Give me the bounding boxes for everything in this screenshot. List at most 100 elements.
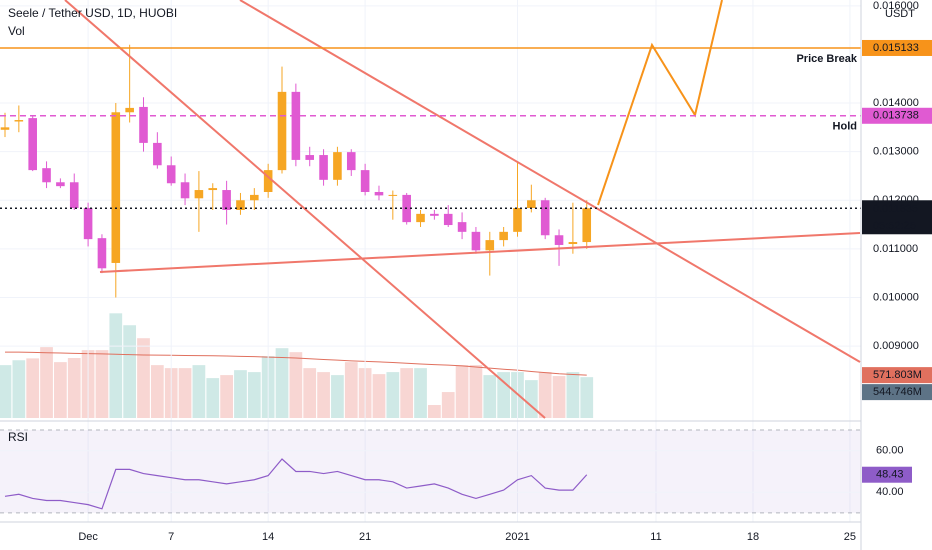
volume-bar bbox=[580, 377, 594, 418]
y-tick-label: 0.011000 bbox=[873, 243, 918, 255]
candle-body bbox=[97, 238, 107, 269]
volume-title: Vol bbox=[8, 24, 25, 38]
rsi-tag bbox=[862, 466, 912, 483]
volume-layer bbox=[0, 313, 594, 418]
volume-bar bbox=[12, 360, 26, 418]
y-tick-label: 0.010000 bbox=[873, 291, 919, 303]
countdown: 05:52:25 bbox=[873, 220, 916, 232]
candle-body bbox=[527, 200, 536, 209]
volume-bar bbox=[317, 372, 330, 418]
level-tag bbox=[862, 39, 932, 56]
x-tick-label: 2021 bbox=[505, 531, 529, 543]
volume-bar bbox=[566, 372, 580, 418]
volume-ma-tag bbox=[862, 367, 932, 384]
chart-title: Seele / Tether USD, 1D, HUOBI bbox=[8, 6, 177, 20]
volume-bar bbox=[220, 375, 233, 418]
volume-bar bbox=[552, 376, 566, 418]
y-tick-label: 0.016000 bbox=[873, 0, 919, 12]
x-tick-label: 18 bbox=[747, 531, 759, 543]
price-axis bbox=[861, 0, 932, 550]
volume-bar bbox=[414, 368, 427, 418]
candle-body bbox=[540, 200, 550, 236]
candle-body bbox=[499, 231, 508, 241]
volume-bar bbox=[372, 374, 386, 418]
volume-bar bbox=[441, 392, 455, 418]
candle-body bbox=[236, 200, 245, 210]
volume-bar bbox=[303, 368, 317, 418]
candle-body bbox=[83, 208, 93, 240]
volume-ma-value: 571.803M bbox=[873, 369, 922, 381]
volume-bar bbox=[275, 348, 289, 418]
candle-body bbox=[166, 165, 176, 184]
volume-bar bbox=[483, 375, 497, 418]
candle-body bbox=[208, 188, 218, 191]
projection-path bbox=[597, 0, 723, 206]
rsi-line bbox=[4, 458, 588, 510]
y-tick-label: 0.009000 bbox=[873, 340, 919, 352]
volume-bar bbox=[206, 378, 220, 418]
candle-body bbox=[153, 142, 162, 166]
rsi-value: 48.43 bbox=[876, 469, 904, 481]
candle-body bbox=[69, 182, 79, 209]
candle-body bbox=[28, 118, 37, 171]
support-line bbox=[99, 232, 861, 273]
candle-body bbox=[568, 242, 578, 244]
candle-body bbox=[443, 213, 453, 226]
candle-body bbox=[416, 213, 425, 223]
candle-body bbox=[139, 106, 148, 143]
x-tick-label: 14 bbox=[262, 531, 274, 543]
candle-body bbox=[388, 194, 398, 196]
candle-body bbox=[582, 208, 592, 243]
volume-bar bbox=[524, 380, 538, 418]
candle-body bbox=[291, 91, 301, 160]
rsi-tick-label: 40.00 bbox=[876, 486, 904, 498]
candle-body bbox=[346, 152, 356, 171]
candle-body bbox=[471, 231, 481, 251]
volume-bar bbox=[40, 347, 53, 418]
x-tick-label: 7 bbox=[168, 531, 174, 543]
candle-body bbox=[430, 213, 439, 216]
candle-body bbox=[0, 127, 10, 130]
volume-bar bbox=[400, 368, 414, 418]
candle-body bbox=[333, 152, 342, 180]
volume-bar bbox=[26, 358, 40, 418]
volume-bar bbox=[289, 352, 303, 418]
volume-bar bbox=[123, 325, 137, 418]
volume-bar bbox=[178, 368, 192, 418]
y-tick-label: 0.013000 bbox=[873, 146, 919, 158]
volume-bar bbox=[0, 365, 12, 418]
x-tick-label: 25 bbox=[844, 531, 856, 543]
level-layer: Price Break Hold bbox=[0, 47, 861, 210]
candle-body bbox=[360, 170, 370, 192]
trend-line bbox=[239, 0, 861, 363]
rsi-layer bbox=[0, 429, 861, 514]
candle-body bbox=[374, 191, 384, 196]
candle-body bbox=[485, 240, 495, 251]
volume-bar bbox=[538, 372, 552, 418]
last-price-tag bbox=[862, 200, 932, 235]
x-tick-label: 11 bbox=[650, 531, 661, 543]
candle-body bbox=[125, 107, 134, 113]
candle-body bbox=[263, 170, 273, 192]
axis-layer: 0.0090000.0100000.0110000.0120000.013000… bbox=[78, 0, 932, 543]
level-value: 0.015133 bbox=[873, 42, 919, 54]
candle-body bbox=[305, 155, 315, 160]
volume-bar bbox=[109, 313, 123, 418]
x-tick-label: Dec bbox=[78, 531, 98, 543]
volume-bar bbox=[137, 338, 150, 418]
rsi-tick-label: 60.00 bbox=[876, 445, 904, 457]
volume-bar bbox=[234, 370, 247, 418]
volume-bar bbox=[67, 358, 81, 418]
volume-bar bbox=[455, 365, 469, 418]
level-name: Hold bbox=[833, 121, 857, 133]
candle-body bbox=[194, 190, 204, 199]
rsi-band bbox=[0, 430, 861, 513]
candle-body bbox=[554, 235, 564, 245]
level-tag bbox=[862, 107, 932, 124]
candle-body bbox=[222, 190, 231, 210]
volume-bar bbox=[247, 372, 261, 418]
volume-bar bbox=[469, 365, 483, 418]
candle-body bbox=[250, 194, 259, 201]
